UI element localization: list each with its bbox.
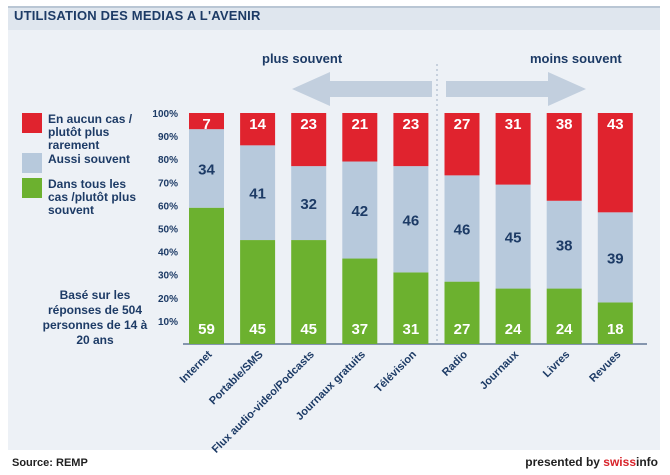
y-tick-label: 90% xyxy=(158,132,178,143)
category-label: Livres xyxy=(541,349,572,380)
y-tick-label: 70% xyxy=(158,178,178,189)
bar-segment xyxy=(342,113,378,162)
data-label: 45 xyxy=(300,321,317,338)
bar-segment xyxy=(597,212,633,303)
bar-segment xyxy=(546,113,582,201)
data-label: 45 xyxy=(505,230,522,247)
y-tick-label: 10% xyxy=(158,317,178,328)
data-label: 14 xyxy=(249,116,266,133)
bar-segment xyxy=(495,184,531,289)
bar-segment xyxy=(597,113,633,213)
data-label: 42 xyxy=(351,203,368,220)
legend-item-rarely: En aucun cas / plutôt plus rarement xyxy=(22,113,148,152)
data-label: 46 xyxy=(454,222,471,239)
data-label: 32 xyxy=(300,196,317,213)
title-bar xyxy=(8,6,660,30)
bar-segment xyxy=(189,207,224,344)
bar-segment xyxy=(444,113,480,176)
legend-label-same: Aussi souvent xyxy=(48,152,131,166)
data-label: 45 xyxy=(249,321,266,338)
bar-segment xyxy=(342,258,378,344)
data-label: 38 xyxy=(556,116,573,133)
presented-by-prefix: presented by xyxy=(525,455,604,469)
y-tick-label: 40% xyxy=(158,248,178,259)
data-label: 27 xyxy=(454,116,471,133)
bar-segment xyxy=(597,302,633,344)
data-label: 23 xyxy=(300,116,317,133)
sample-note: Basé sur les réponses de 504 personnes d… xyxy=(42,288,148,347)
data-label: 27 xyxy=(454,321,471,338)
bar-segment xyxy=(240,113,276,146)
y-tick-label: 20% xyxy=(158,294,178,305)
category-label: Journaux xyxy=(478,348,522,392)
category-label: Portable/SMS xyxy=(207,349,266,408)
y-tick-label: 50% xyxy=(158,225,178,236)
direction-label-less: moins souvent xyxy=(530,51,622,66)
legend-label-rarely: En aucun cas / plutôt plus rarement xyxy=(48,112,133,152)
category-label: Flux audio-video/Podcasts xyxy=(210,349,317,456)
legend-swatch-rarely xyxy=(22,113,42,133)
bar-segment xyxy=(546,288,582,344)
data-label: 43 xyxy=(607,116,624,133)
bar-segment xyxy=(393,272,429,344)
legend-item-same: Aussi souvent xyxy=(22,153,148,173)
data-label: 39 xyxy=(607,250,624,267)
legend-swatch-same xyxy=(22,153,42,173)
source-label: Source: REMP xyxy=(12,457,88,469)
bar-segment xyxy=(240,240,276,344)
bar-segment xyxy=(444,281,480,344)
bar-segment xyxy=(291,166,327,241)
data-label: 46 xyxy=(403,212,420,229)
bar-segment xyxy=(495,113,531,185)
legend-swatch-more xyxy=(22,178,42,198)
bar-segment xyxy=(342,161,378,259)
y-tick-label: 30% xyxy=(158,271,178,282)
brand-info: info xyxy=(636,455,658,469)
data-label: 21 xyxy=(351,116,368,133)
y-tick-label: 80% xyxy=(158,155,178,166)
data-label: 34 xyxy=(198,161,215,178)
data-label: 38 xyxy=(556,238,573,255)
data-label: 24 xyxy=(505,321,522,338)
presented-by: presented by swissinfo xyxy=(525,455,658,469)
legend-label-more: Dans tous les cas /plutôt plus souvent xyxy=(48,177,137,217)
legend-item-more: Dans tous les cas /plutôt plus souvent xyxy=(22,178,148,217)
bar-segment xyxy=(291,113,327,167)
category-label: Radio xyxy=(440,348,470,378)
data-label: 31 xyxy=(505,116,522,133)
data-label: 59 xyxy=(198,321,215,338)
bar-segment xyxy=(189,113,224,130)
data-label: 7 xyxy=(202,116,210,133)
bar-segment xyxy=(240,145,276,241)
bar-segment xyxy=(546,200,582,289)
bar-segment xyxy=(189,129,224,208)
category-label: Télévision xyxy=(372,348,419,395)
category-label: Internet xyxy=(178,348,215,385)
bar-segment xyxy=(495,288,531,344)
chart-title: UTILISATION DES MEDIAS A L'AVENIR xyxy=(14,8,261,23)
bar-segment xyxy=(444,175,480,282)
category-label: Revues xyxy=(587,349,623,385)
data-label: 24 xyxy=(556,321,573,338)
bar-segment xyxy=(393,113,429,167)
brand-swiss: swiss xyxy=(603,455,636,469)
arrow-left-icon xyxy=(292,72,432,106)
data-label: 31 xyxy=(403,321,420,338)
y-tick-label: 60% xyxy=(158,201,178,212)
arrow-right-icon xyxy=(446,72,586,106)
data-label: 37 xyxy=(351,321,368,338)
bar-segment xyxy=(393,166,429,273)
data-label: 18 xyxy=(607,321,624,338)
direction-label-more: plus souvent xyxy=(262,51,343,66)
bar-segment xyxy=(291,240,327,344)
data-label: 23 xyxy=(403,116,420,133)
data-label: 41 xyxy=(249,186,266,203)
y-tick-label: 100% xyxy=(152,109,178,120)
